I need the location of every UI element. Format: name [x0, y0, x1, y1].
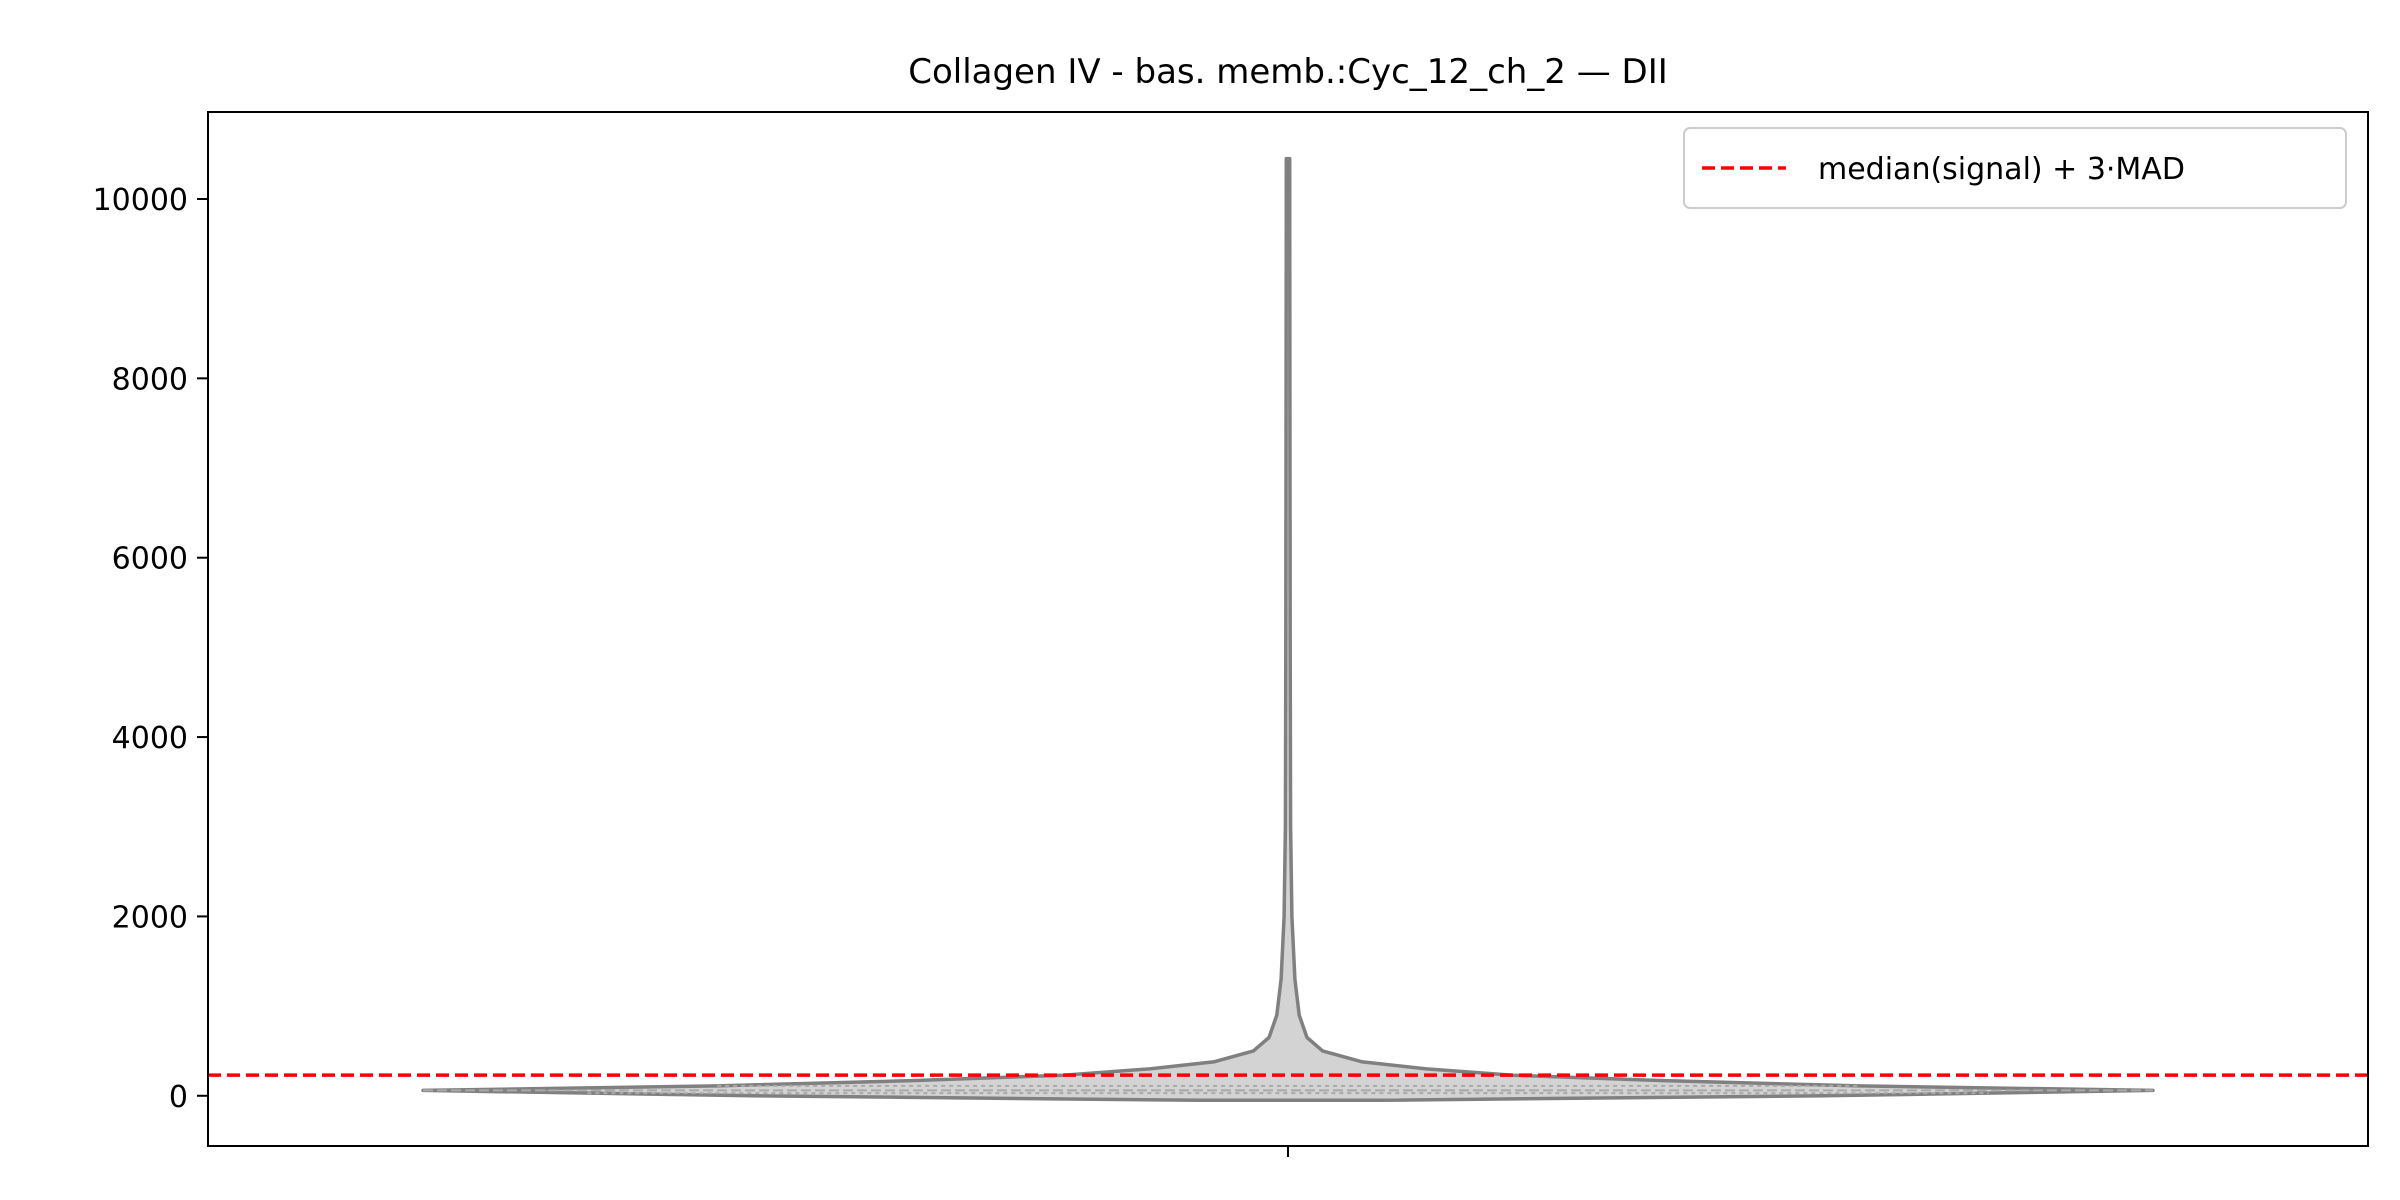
violin-quartile-lines	[423, 1084, 2153, 1095]
y-tick-label: 2000	[112, 900, 188, 935]
y-axis: 0 2000 4000 6000 8000 10000	[93, 183, 208, 1115]
legend-label-threshold: median(signal) + 3·MAD	[1818, 152, 2185, 187]
y-tick-label: 6000	[112, 542, 188, 577]
y-tick-label: 8000	[112, 362, 188, 397]
y-tick-label: 0	[169, 1080, 188, 1115]
legend: median(signal) + 3·MAD	[1683, 127, 2347, 209]
plot-area	[208, 156, 2368, 1103]
legend-box	[1683, 127, 2347, 209]
y-tick-label: 10000	[93, 183, 188, 218]
chart-title: Collagen IV - bas. memb.:Cyc_12_ch_2 — D…	[908, 52, 1668, 92]
y-tick-label: 4000	[112, 721, 188, 756]
violin-body	[421, 156, 2155, 1103]
